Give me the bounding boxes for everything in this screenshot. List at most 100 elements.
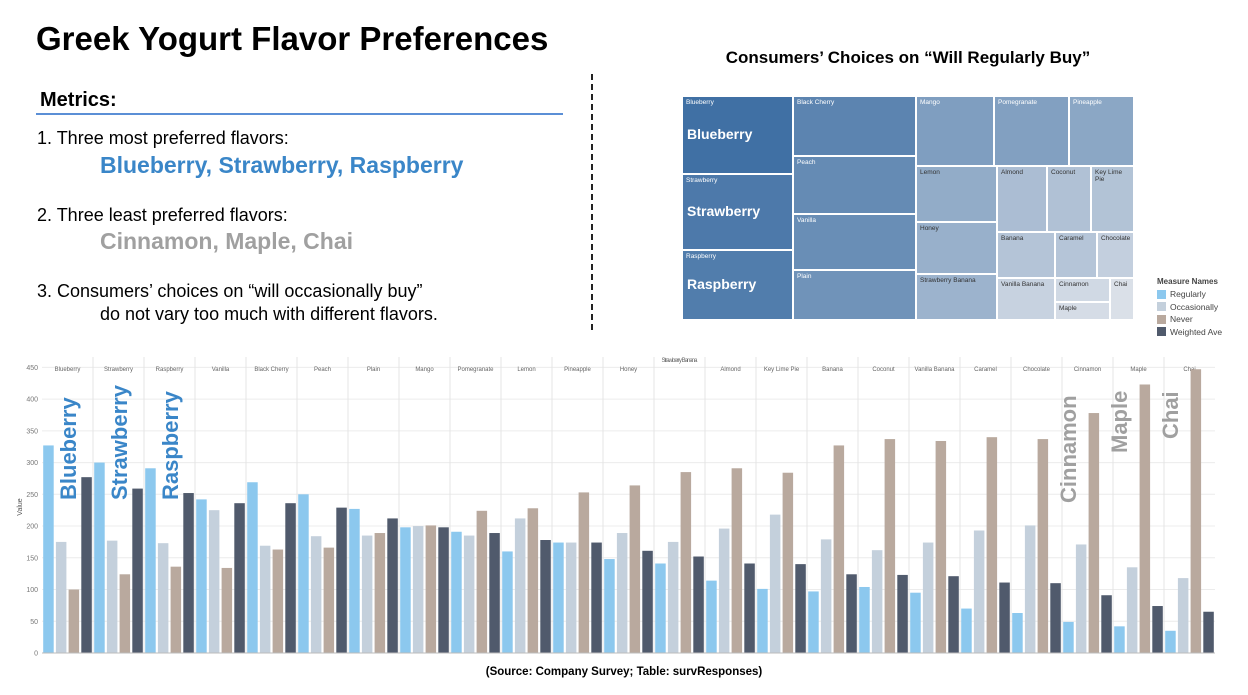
bar-pomegranate-regularly	[451, 531, 462, 653]
bar-plain-never	[374, 533, 386, 653]
bar-honey-weighted-ave	[642, 550, 653, 653]
bar-blueberry-never	[68, 589, 80, 653]
bar-pineapple-never	[578, 492, 590, 653]
category-label: Pineapple	[564, 367, 591, 373]
bar-strawberry-banana-weighted-ave	[693, 556, 704, 653]
legend-label: Occasionally	[1170, 301, 1219, 312]
bar-black-cherry-occasionally	[259, 545, 271, 653]
treemap-cell-maple[interactable]: Maple	[1055, 302, 1110, 320]
annotation-blueberry: Blueberry	[56, 397, 81, 500]
category-label: Pomegranate	[457, 367, 494, 373]
treemap-cell-plain[interactable]: Plain	[793, 270, 916, 320]
bar-pineapple-regularly	[553, 542, 564, 653]
bar-raspberry-regularly	[145, 468, 156, 653]
legend-item-weighted-ave[interactable]: Weighted Ave	[1157, 326, 1222, 339]
treemap-cell-label: Black Cherry	[797, 99, 835, 106]
treemap-cell-label: Vanilla	[797, 217, 817, 224]
category-label: Banana	[822, 367, 843, 373]
treemap-cell-chai[interactable]: Chai	[1110, 278, 1134, 320]
treemap-cell-strawberry-banana[interactable]: Strawberry Banana	[916, 274, 997, 320]
bar-maple-never	[1139, 384, 1151, 653]
page-title: Greek Yogurt Flavor Preferences	[36, 20, 549, 57]
bar-cinnamon-regularly	[1063, 621, 1074, 653]
treemap-cell-lemon[interactable]: Lemon	[916, 166, 997, 222]
treemap-cell-label: Lemon	[920, 169, 940, 176]
metric-3-text-line2: do not vary too much with different flav…	[100, 304, 438, 324]
metrics-underline	[36, 113, 563, 115]
category-label: Plain	[367, 367, 380, 373]
bar-coconut-weighted-ave	[897, 574, 908, 653]
treemap-cell-label: Peach	[797, 159, 816, 166]
bar-almond-weighted-ave	[744, 563, 755, 653]
bar-plain-weighted-ave	[387, 518, 398, 653]
treemap-cell-pineapple[interactable]: Pineapple	[1069, 96, 1134, 166]
category-label: Honey	[620, 367, 637, 373]
category-label: Chai	[1183, 367, 1195, 373]
legend: Measure Names Regularly Occasionally Nev…	[1157, 277, 1222, 338]
bar-chocolate-regularly	[1012, 613, 1023, 653]
category-label: Chocolate	[1023, 367, 1051, 373]
treemap-cell-big-label: Strawberry	[687, 203, 761, 219]
bar-blueberry-regularly	[43, 445, 54, 653]
treemap-cell-pomegranate[interactable]: Pomegranate	[994, 96, 1069, 166]
treemap-cell-key-lime-pie[interactable]: Key Lime Pie	[1091, 166, 1134, 232]
bar-blueberry-occasionally	[55, 541, 67, 653]
legend-item-never[interactable]: Never	[1157, 313, 1222, 326]
bar-lemon-regularly	[502, 551, 513, 653]
bar-chai-never	[1190, 369, 1202, 653]
treemap-cell-vanilla-banana[interactable]: Vanilla Banana	[997, 278, 1055, 320]
treemap-cell-label: Chai	[1114, 281, 1128, 288]
bar-mango-regularly	[400, 527, 411, 653]
treemap-cell-banana[interactable]: Banana	[997, 232, 1055, 278]
treemap-cell-label: Raspberry	[686, 253, 716, 260]
treemap-cell-label: Strawberry Banana	[920, 277, 976, 284]
bar-black-cherry-weighted-ave	[285, 503, 296, 653]
bar-strawberry-banana-occasionally	[667, 541, 679, 653]
annotation-chai: Chai	[1158, 391, 1183, 439]
category-label: Key Lime Pie	[764, 367, 800, 373]
treemap-cell-caramel[interactable]: Caramel	[1055, 232, 1097, 278]
metric-3-text-line1: 3. Consumers’ choices on “will occasiona…	[37, 281, 423, 301]
treemap-cell-label: Maple	[1059, 305, 1077, 312]
treemap-cell-label: Key Lime Pie	[1095, 169, 1123, 183]
bar-caramel-weighted-ave	[999, 582, 1010, 653]
bar-strawberry-occasionally	[106, 540, 118, 653]
bar-strawberry-banana-never	[680, 472, 692, 653]
bar-lemon-never	[527, 508, 539, 653]
treemap-cell-cinnamon[interactable]: Cinnamon	[1055, 278, 1110, 302]
treemap-cell-chocolate[interactable]: Chocolate	[1097, 232, 1134, 278]
legend-item-occasionally[interactable]: Occasionally	[1157, 301, 1222, 314]
treemap-cell-blueberry[interactable]: Blueberry Blueberry	[682, 96, 793, 174]
treemap-cell-raspberry[interactable]: Raspberry Raspberry	[682, 250, 793, 320]
treemap-cell-almond[interactable]: Almond	[997, 166, 1047, 232]
bar-chocolate-never	[1037, 439, 1049, 653]
bar-vanilla-occasionally	[208, 510, 220, 653]
treemap-title: Consumers’ Choices on “Will Regularly Bu…	[725, 48, 1091, 67]
treemap-cell-coconut[interactable]: Coconut	[1047, 166, 1091, 232]
treemap-cell-peach[interactable]: Peach	[793, 156, 916, 214]
bar-vanilla-weighted-ave	[234, 503, 245, 653]
y-tick-label: 450	[26, 365, 38, 372]
category-label: Blueberry	[55, 367, 81, 373]
bar-key-lime-pie-never	[782, 472, 794, 653]
treemap-cell-strawberry[interactable]: Strawberry Strawberry	[682, 174, 793, 250]
bar-almond-occasionally	[718, 528, 730, 653]
treemap-cell-vanilla[interactable]: Vanilla	[793, 214, 916, 270]
treemap-cell-label: Mango	[920, 99, 940, 106]
category-label: Vanilla	[212, 367, 230, 373]
bar-pineapple-occasionally	[565, 542, 577, 653]
bar-peach-weighted-ave	[336, 507, 347, 653]
legend-item-regularly[interactable]: Regularly	[1157, 288, 1222, 301]
treemap-cell-black-cherry[interactable]: Black Cherry	[793, 96, 916, 156]
treemap: Blueberry Blueberry Strawberry Strawberry Ra…	[682, 96, 1134, 320]
treemap-cell-label: Pomegranate	[998, 99, 1038, 106]
bar-raspberry-weighted-ave	[183, 493, 194, 653]
bar-cinnamon-occasionally	[1075, 544, 1087, 653]
bar-key-lime-pie-regularly	[757, 588, 768, 653]
treemap-cell-mango[interactable]: Mango	[916, 96, 994, 166]
bar-chai-weighted-ave	[1203, 611, 1214, 653]
bar-vanilla-regularly	[196, 499, 207, 653]
treemap-cell-honey[interactable]: Honey	[916, 222, 997, 274]
treemap-cell-label: Banana	[1001, 235, 1024, 242]
annotation-raspberry: Raspberry	[158, 390, 183, 500]
